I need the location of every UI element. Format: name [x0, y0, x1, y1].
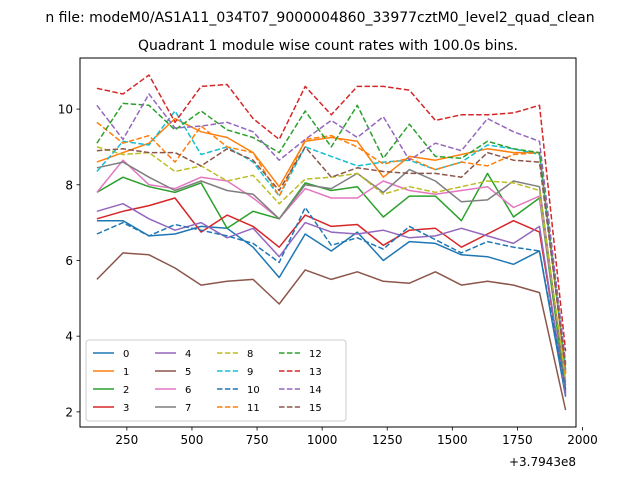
series-line-6: [96, 159, 567, 382]
legend-label-9: 9: [247, 367, 253, 378]
legend-label-15: 15: [309, 403, 322, 414]
legend-label-2: 2: [123, 385, 129, 396]
legend-label-11: 11: [247, 403, 260, 414]
y-tick-label-2: 2: [65, 405, 73, 419]
series-line-8: [96, 146, 567, 380]
y-tick-label-8: 8: [65, 178, 73, 192]
series-line-9: [96, 110, 567, 371]
legend-label-1: 1: [123, 367, 129, 378]
x-offset-label: +3.7943e8: [509, 455, 576, 469]
series-line-15: [96, 146, 567, 369]
x-tick-label-1500: 1500: [437, 433, 468, 447]
legend-label-10: 10: [247, 385, 260, 396]
series-line-0: [96, 219, 567, 397]
series-line-12: [96, 102, 567, 365]
legend-label-4: 4: [185, 349, 191, 360]
series-line-1: [96, 117, 567, 373]
legend-label-12: 12: [309, 349, 322, 360]
y-tick-label-4: 4: [65, 330, 73, 344]
x-tick-label-1250: 1250: [372, 433, 403, 447]
series-line-4: [96, 202, 567, 395]
legend-label-5: 5: [185, 367, 191, 378]
x-tick-label-1000: 1000: [307, 433, 338, 447]
legend-label-6: 6: [185, 385, 191, 396]
x-tick-label-1750: 1750: [502, 433, 533, 447]
y-tick-label-6: 6: [65, 254, 73, 268]
legend-label-13: 13: [309, 367, 322, 378]
x-tick-label-750: 750: [246, 433, 269, 447]
series-line-11: [96, 121, 567, 375]
legend-label-8: 8: [247, 349, 253, 360]
legend-label-0: 0: [123, 349, 129, 360]
chart-title: Quadrant 1 module wise count rates with …: [138, 38, 518, 54]
x-tick-label-500: 500: [181, 433, 204, 447]
series-line-13: [96, 74, 567, 352]
series-line-3: [96, 197, 567, 394]
x-tick-label-250: 250: [115, 433, 138, 447]
legend-label-14: 14: [309, 385, 322, 396]
series-line-14: [96, 93, 567, 363]
figure-suptitle: n file: modeM0/AS1A11_034T07_9000004860_…: [45, 10, 594, 26]
legend-frame: [85, 339, 347, 422]
legend-label-3: 3: [123, 403, 129, 414]
series-line-5: [96, 252, 567, 411]
y-tick-label-10: 10: [58, 103, 73, 117]
legend-label-7: 7: [185, 403, 191, 414]
plot-frame: [79, 57, 577, 428]
series-line-10: [96, 206, 567, 390]
series-line-2: [96, 172, 567, 392]
x-tick-label-2000: 2000: [567, 433, 598, 447]
series-line-7: [96, 161, 567, 386]
series-layer: [96, 74, 567, 411]
